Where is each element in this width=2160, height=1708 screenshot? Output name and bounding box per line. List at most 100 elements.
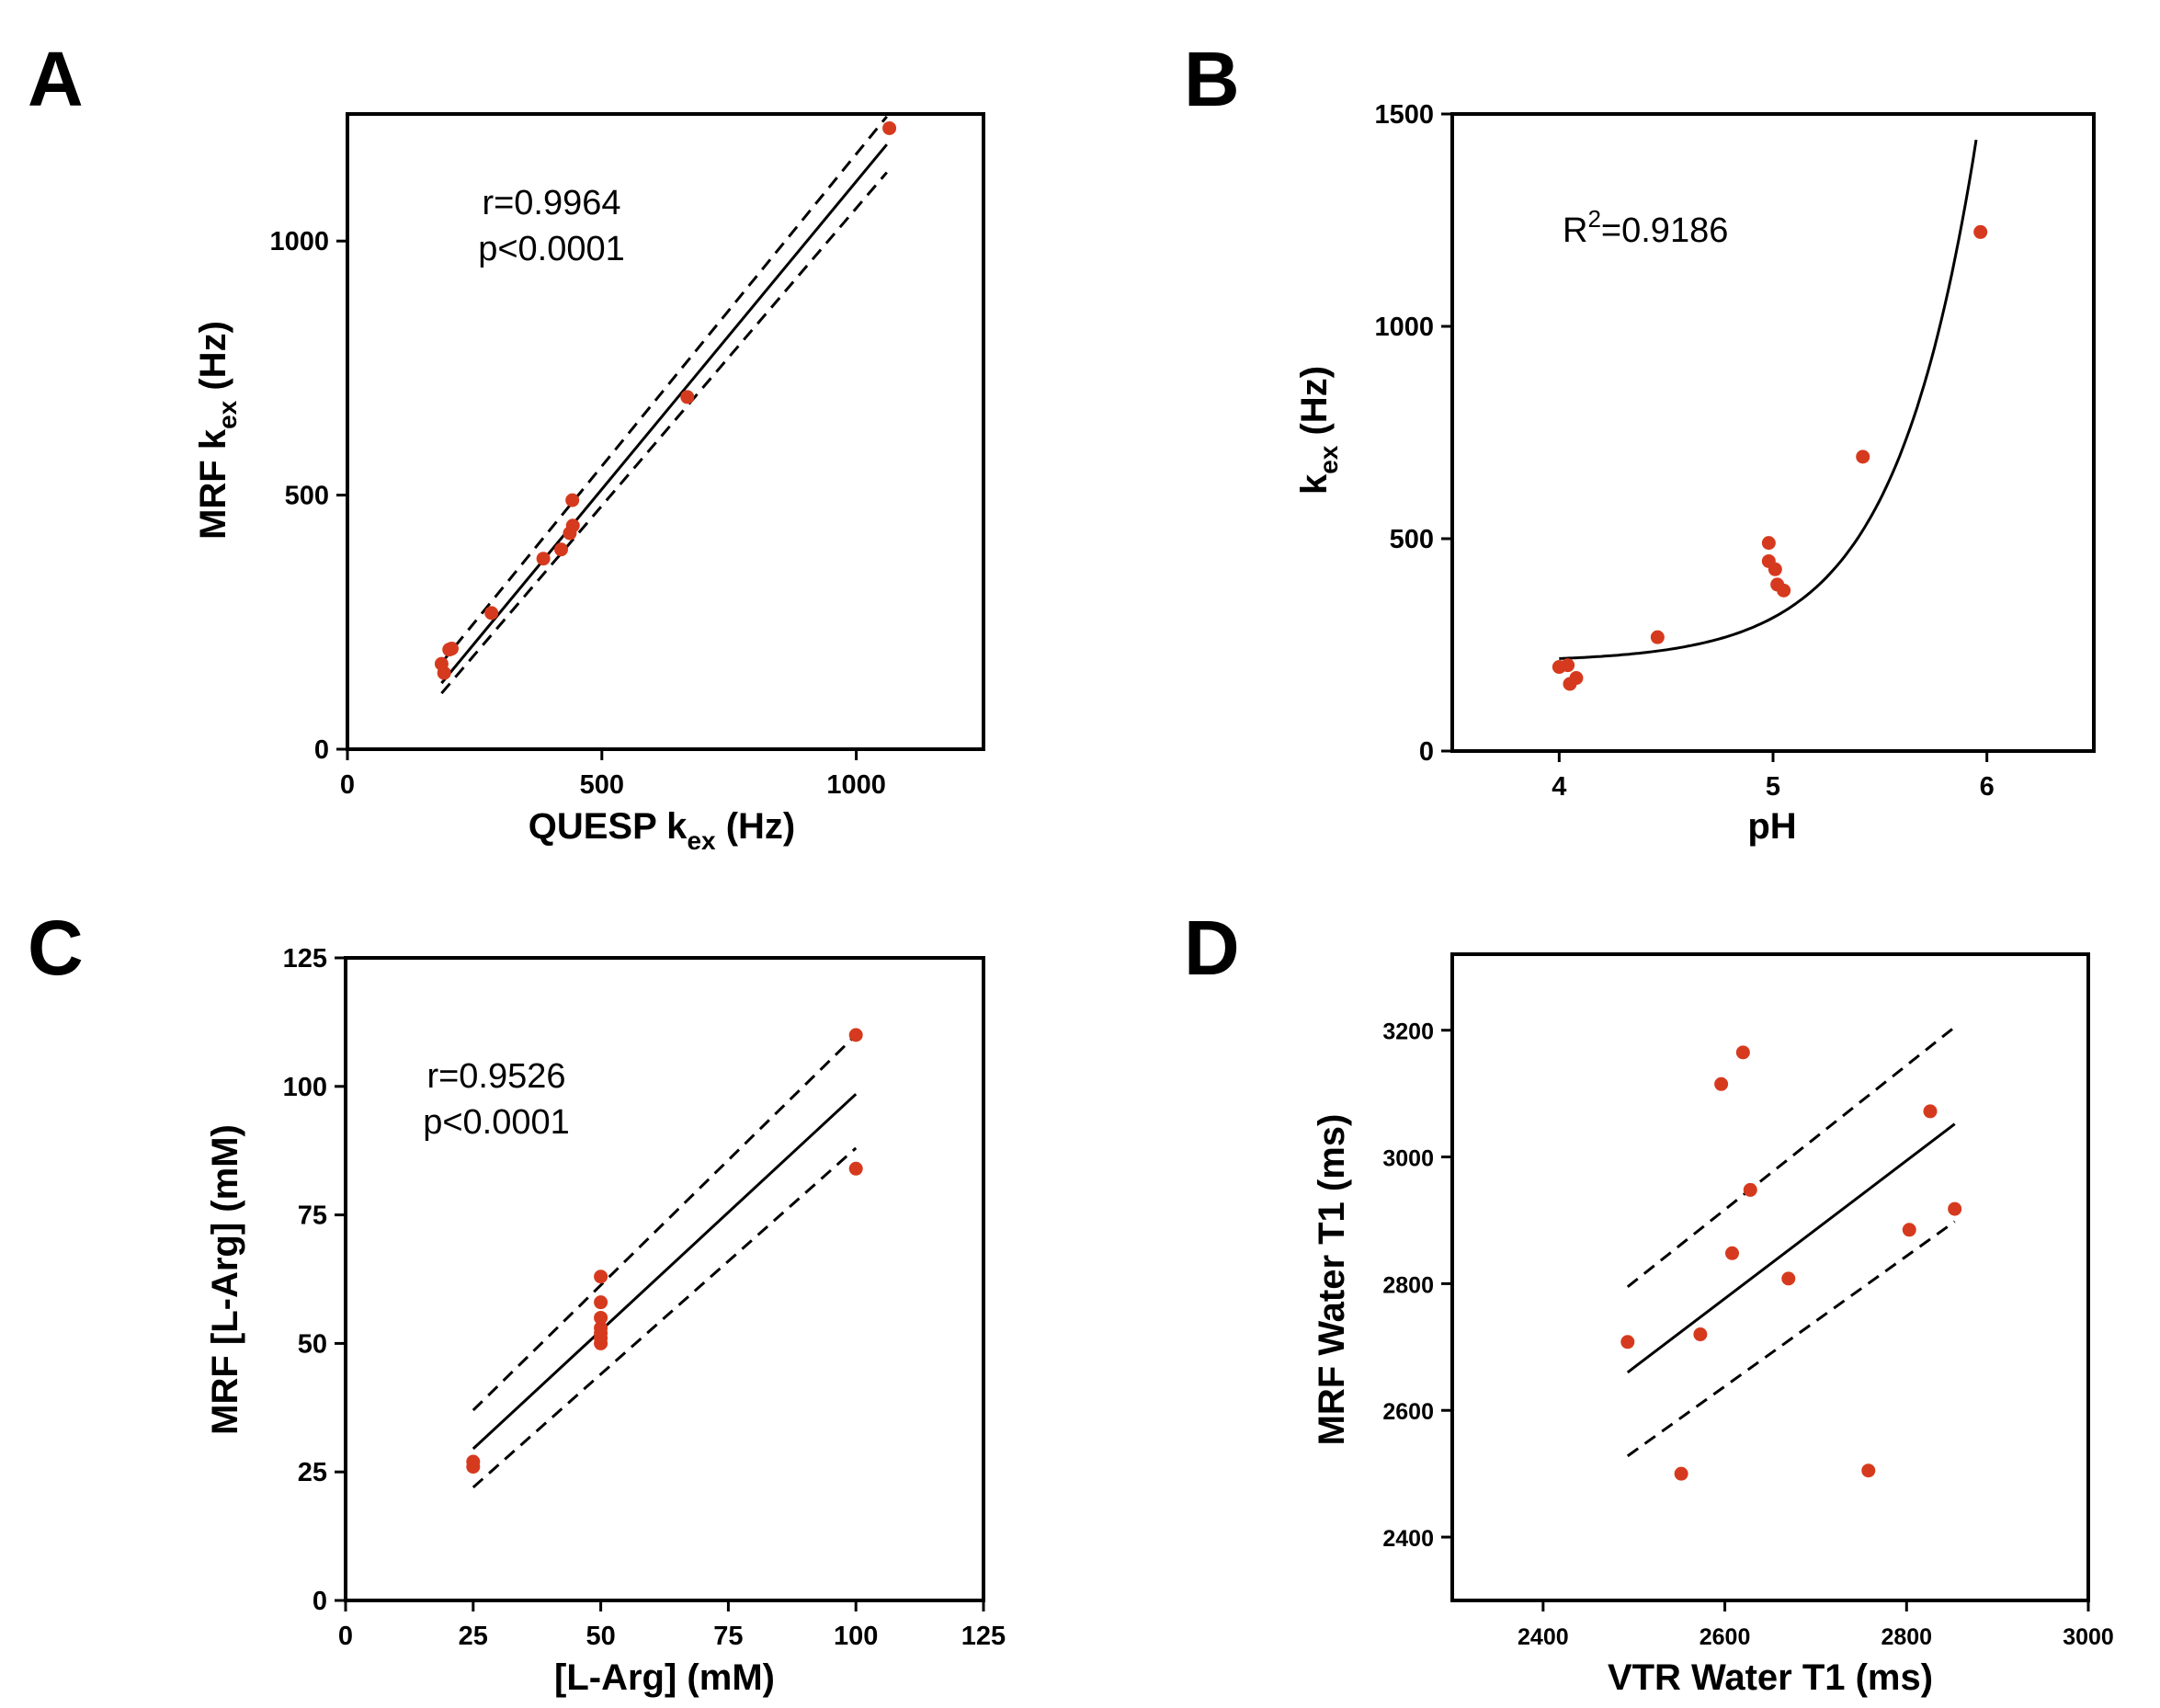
data-point bbox=[1761, 536, 1776, 551]
x-tick-label: 6 bbox=[1980, 772, 1995, 802]
x-axis-label-subscript: ex bbox=[687, 826, 716, 855]
data-point bbox=[1768, 562, 1782, 576]
y-axis-label-tail: (Hz) bbox=[1294, 366, 1335, 446]
stat-annotation-c: p<0.0001 bbox=[423, 1103, 570, 1142]
data-point bbox=[1781, 1271, 1796, 1286]
data-point bbox=[554, 542, 569, 557]
x-axis-label-d: VTR Water T1 (ms) bbox=[1608, 1657, 1933, 1698]
y-tick-label: 125 bbox=[283, 944, 327, 974]
data-point bbox=[1973, 224, 1988, 239]
y-tick-label: 1000 bbox=[1374, 313, 1434, 342]
panel-b: B 4 5 6 0 500 1000 1500 pH kex (Hz) R2=0.9186 bbox=[1184, 36, 2096, 847]
plot-frame-d bbox=[1450, 952, 2090, 1602]
panel-letter-c: C bbox=[28, 905, 84, 991]
y-axis-label-main: MRF Water T1 (ms) bbox=[1312, 1114, 1352, 1446]
data-point bbox=[1724, 1246, 1739, 1260]
x-tick-label: 75 bbox=[713, 1622, 743, 1651]
data-point bbox=[437, 666, 451, 680]
data-point bbox=[466, 1454, 481, 1469]
x-axis-label-main: VTR Water T1 (ms) bbox=[1608, 1657, 1933, 1698]
y-tick-label: 0 bbox=[314, 735, 329, 765]
plot-frame-c bbox=[344, 956, 985, 1602]
x-tick-label: 2600 bbox=[1700, 1624, 1751, 1650]
x-tick-label: 100 bbox=[834, 1622, 878, 1651]
y-tick-label: 100 bbox=[283, 1073, 327, 1102]
data-point bbox=[1620, 1335, 1635, 1349]
stat-annotation-c: r=0.9526 bbox=[426, 1057, 565, 1096]
y-axis-label-a: MRF kex (Hz) bbox=[193, 321, 242, 540]
x-tick-label: 2400 bbox=[1518, 1624, 1569, 1650]
x-tick-label: 50 bbox=[585, 1622, 615, 1651]
data-point bbox=[1674, 1466, 1688, 1481]
y-tick-label: 2400 bbox=[1382, 1526, 1434, 1552]
y-tick-label: 0 bbox=[1419, 737, 1434, 767]
fit-curve bbox=[1559, 139, 1978, 660]
y-axis-label-b: kex (Hz) bbox=[1294, 366, 1343, 495]
data-point bbox=[444, 642, 459, 656]
stat-annotation-b: R2=0.9186 bbox=[1563, 205, 1728, 250]
stat-annotation-a: p<0.0001 bbox=[478, 230, 625, 268]
data-point bbox=[1650, 630, 1665, 644]
data-point bbox=[1777, 583, 1791, 598]
y-axis-label-main: MRF [L-Arg] (mM) bbox=[205, 1124, 245, 1435]
y-tick-label: 500 bbox=[1390, 525, 1434, 554]
data-point bbox=[594, 1295, 608, 1310]
data-point bbox=[1561, 658, 1575, 673]
ci-lower-band bbox=[472, 1146, 858, 1489]
x-tick-label: 5 bbox=[1766, 772, 1780, 802]
ci-upper-band bbox=[472, 1033, 858, 1412]
y-tick-label: 1000 bbox=[269, 227, 329, 256]
x-tick-label: 1000 bbox=[826, 770, 886, 800]
data-point bbox=[848, 1028, 863, 1042]
plot-frame-b bbox=[1450, 112, 2096, 753]
y-tick-label: 1500 bbox=[1374, 100, 1434, 130]
x-tick-label: 0 bbox=[338, 1622, 353, 1651]
y-tick-label: 500 bbox=[285, 482, 329, 511]
data-point bbox=[484, 606, 499, 621]
x-axis-label-main: [L-Arg] (mM) bbox=[554, 1657, 775, 1698]
data-point bbox=[1861, 1463, 1876, 1478]
y-tick-label: 2600 bbox=[1382, 1399, 1434, 1425]
x-tick-label: 500 bbox=[580, 770, 624, 800]
y-tick-label: 3200 bbox=[1382, 1019, 1434, 1045]
x-tick-label: 125 bbox=[961, 1622, 1006, 1651]
data-point bbox=[565, 518, 580, 533]
data-point bbox=[594, 1336, 608, 1350]
x-tick-label: 2800 bbox=[1881, 1624, 1932, 1650]
ci-lower-band bbox=[440, 171, 888, 695]
x-axis-label-a: QUESP kex (Hz) bbox=[529, 806, 795, 855]
ci-lower-band bbox=[1626, 1220, 1956, 1458]
data-point bbox=[1569, 671, 1584, 686]
data-point bbox=[594, 1310, 608, 1325]
panel-letter-d: D bbox=[1184, 905, 1240, 991]
y-tick-label: 50 bbox=[298, 1329, 327, 1359]
y-tick-label: 75 bbox=[298, 1201, 327, 1231]
x-tick-label: 0 bbox=[340, 770, 355, 800]
data-point bbox=[594, 1270, 608, 1284]
plot-frame-a bbox=[346, 112, 985, 751]
y-axis-label-tail: (Hz) bbox=[193, 321, 233, 401]
y-axis-label-subscript: ex bbox=[213, 400, 242, 429]
data-point bbox=[565, 493, 580, 507]
r-squared-main: R bbox=[1563, 211, 1587, 250]
x-tick-label: 3000 bbox=[2063, 1624, 2114, 1650]
data-point bbox=[848, 1161, 863, 1176]
y-axis-label-c: MRF [L-Arg] (mM) bbox=[205, 1124, 245, 1435]
y-axis-label-main: MRF k bbox=[193, 428, 233, 540]
data-point bbox=[680, 390, 695, 404]
data-point bbox=[1714, 1076, 1729, 1091]
data-point bbox=[536, 552, 551, 566]
y-axis-label-subscript: ex bbox=[1314, 445, 1343, 474]
y-tick-label: 3000 bbox=[1382, 1146, 1434, 1172]
x-axis-label-main: QUESP k bbox=[529, 806, 688, 847]
regression-line bbox=[440, 143, 888, 685]
y-tick-label: 0 bbox=[313, 1587, 327, 1616]
data-point bbox=[1693, 1327, 1708, 1342]
ci-upper-band bbox=[1626, 1026, 1956, 1289]
panel-letter-a: A bbox=[28, 36, 84, 122]
regression-line bbox=[1626, 1122, 1956, 1374]
x-axis-label-tail: (Hz) bbox=[716, 806, 796, 847]
ci-upper-band bbox=[440, 115, 888, 664]
